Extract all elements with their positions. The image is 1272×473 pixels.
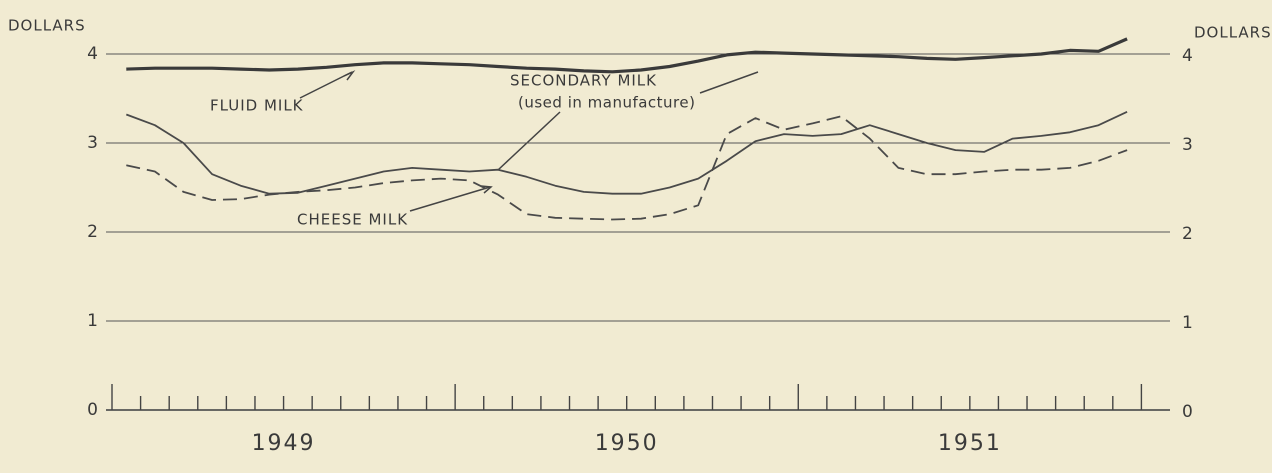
- x-tick-label: 1949: [252, 431, 316, 456]
- arrow: [299, 71, 353, 99]
- y2-tick-label: 0: [1182, 402, 1193, 422]
- y-tick-label: 4: [87, 44, 98, 64]
- y2-tick-label: 3: [1182, 135, 1193, 155]
- y-tick-label: 2: [87, 222, 98, 242]
- y-tick-label: 3: [87, 133, 98, 153]
- series-line: [126, 37, 1128, 74]
- y-axis-label: DOLLARS: [8, 17, 86, 35]
- annotation: (used in manufacture): [518, 94, 695, 112]
- arrow: [497, 111, 561, 171]
- y-tick-label: 1: [87, 311, 98, 331]
- arrow: [343, 70, 356, 81]
- series-line: [125, 110, 1128, 195]
- arrow: [480, 185, 493, 194]
- arrows: [299, 70, 759, 212]
- y2-tick-label: 4: [1182, 46, 1193, 66]
- y2-tick-label: 1: [1182, 313, 1193, 333]
- x-tick-label: 1951: [938, 431, 1002, 456]
- series-line: [126, 115, 1128, 221]
- x-tick-label: 1950: [595, 431, 659, 456]
- y2-tick-label: 2: [1182, 224, 1193, 244]
- arrow: [409, 186, 491, 212]
- y2-axis-label: DOLLARS: [1194, 24, 1272, 42]
- annotation: CHEESE MILK: [297, 211, 408, 229]
- annotation: SECONDARY MILK: [510, 72, 657, 90]
- y-tick-label: 0: [87, 400, 98, 420]
- arrow: [699, 71, 759, 94]
- annotation: FLUID MILK: [210, 97, 304, 115]
